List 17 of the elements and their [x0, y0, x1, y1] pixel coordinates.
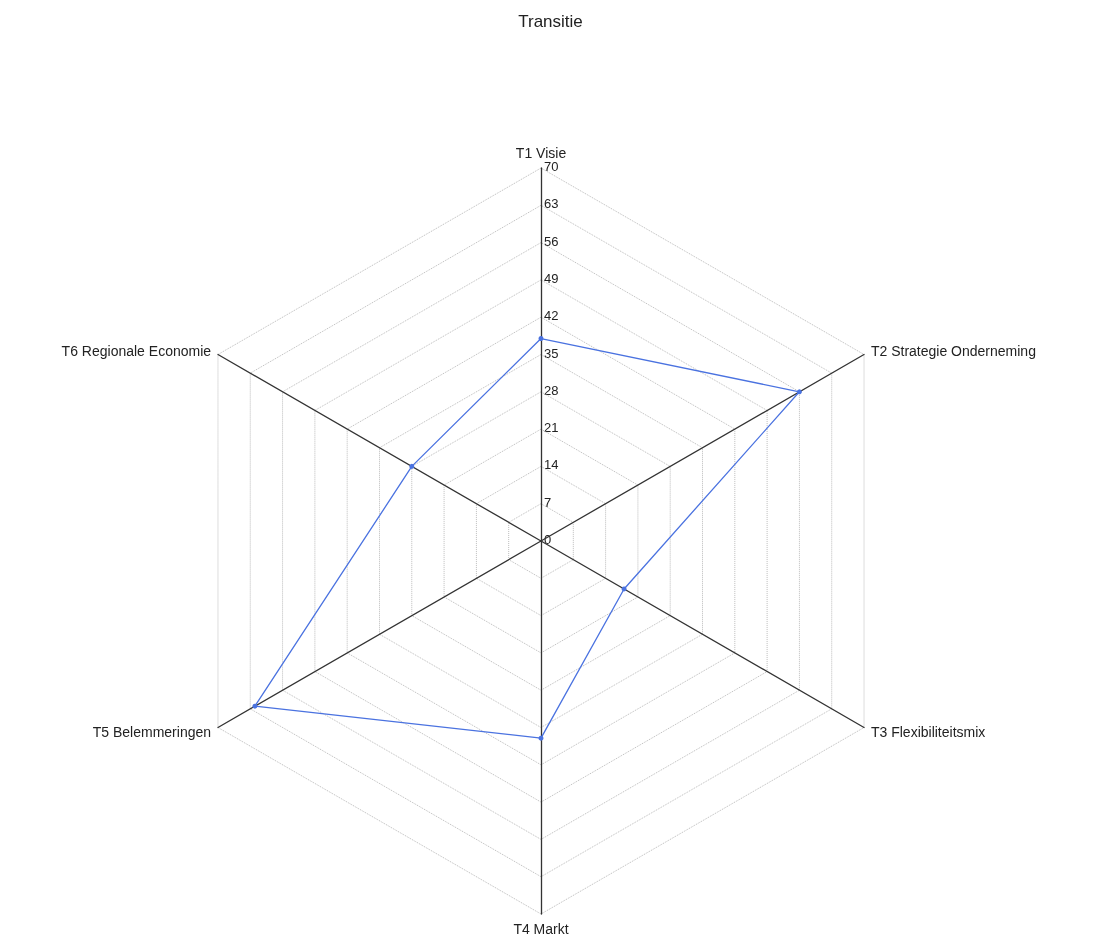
spoke-label: T1 Visie: [515, 145, 567, 161]
y-tick-label: 7: [544, 494, 552, 510]
spoke-label: T2 Strategie Onderneming: [870, 342, 1036, 359]
y-tick-label: 35: [544, 345, 559, 361]
y-tick-label: 56: [544, 233, 559, 249]
spoke-label: T3 Flexibiliteitsmix: [870, 723, 986, 740]
y-tick-label: 42: [544, 308, 559, 324]
spoke-label: T5 Belemmeringen: [92, 723, 212, 740]
y-tick-label: 63: [544, 196, 559, 212]
y-tick-label: 14: [544, 457, 559, 473]
chart-title: Transitie: [518, 12, 583, 31]
y-tick-label: 28: [544, 382, 559, 398]
y-tick-label: 49: [544, 270, 559, 286]
y-tick-label: 70: [544, 159, 559, 174]
spoke-label: T6 Regionale Economie: [61, 342, 212, 359]
spoke-label: T4 Markt: [513, 921, 569, 936]
y-tick-label: 21: [544, 420, 559, 436]
